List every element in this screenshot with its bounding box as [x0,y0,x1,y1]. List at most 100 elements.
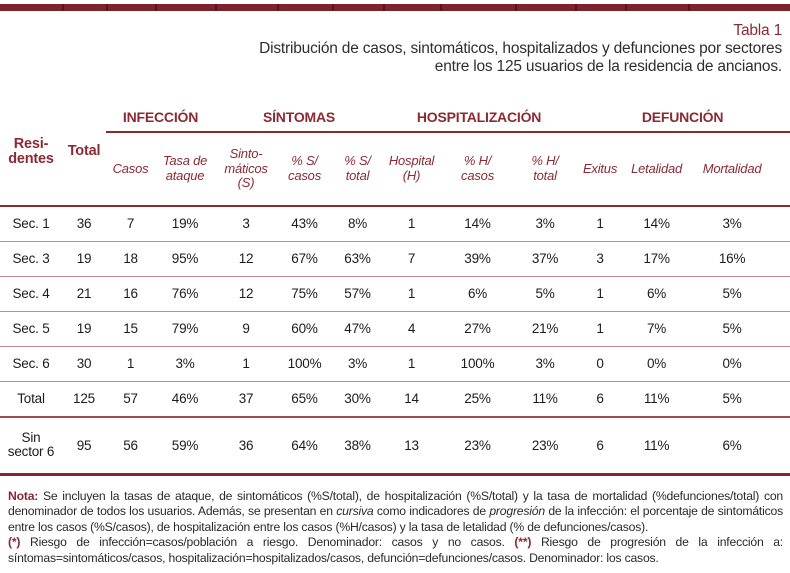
data-cell: 38% [344,437,371,453]
note-text: progresión [489,504,545,519]
data-cell: 21 [76,286,92,302]
data-cell: 1 [126,356,135,372]
column-tick [215,4,217,11]
col-header-pct-h-casos: % H/ casos [440,131,516,207]
data-cell: 5% [722,391,742,407]
data-cell: 125 [73,391,95,407]
group-header-hospitalizacion: HOSPITALIZACIÓN [383,98,576,133]
column-tick [155,4,157,11]
col-header-letalidad: Letalidad [625,131,689,207]
note-text: como indicadores de [373,504,490,519]
column-tick [440,4,442,11]
data-cell: 95% [171,251,199,267]
document-page: Tabla 1 Distribución de casos, sintomáti… [0,4,790,566]
data-cell: 11% [532,391,558,407]
data-cell: 1 [407,216,416,232]
table-row: Sec. 3 19 18 95% 12 67% 63% 7 39% 37% 3 17% 16% [0,241,790,276]
row-label: Sec. 1 [12,215,50,231]
note-p1: Nota: Se incluyen la tasas de ataque, de… [8,489,783,536]
data-cell: 9 [242,321,250,337]
data-cell: 36 [238,437,254,453]
data-cell: 37% [531,251,559,267]
data-cell: 3 [596,251,604,267]
data-cell: 47% [344,321,371,337]
row-label: Sin sector 6 [7,429,55,460]
table-label: Tabla 1 [733,22,782,39]
data-cell: 8% [347,216,368,232]
data-cell: 5% [722,286,742,302]
sub-header-row: Casos Tasa de ataque Sinto- máticos (S) … [0,131,790,207]
page-title: Distribución de casos, sintomáticos, hos… [259,40,782,75]
data-cell: 5% [722,321,742,337]
column-tick [383,4,385,11]
row-label: Total [17,390,45,406]
group-header-infeccion: INFECCIÓN [106,98,216,133]
row-label: Sec. 6 [12,355,50,371]
column-tick [515,4,517,11]
data-cell: 12 [238,286,254,302]
data-cell: 63% [344,251,371,267]
data-cell: 57 [123,391,138,407]
data-cell: 1 [596,216,604,232]
data-cell: 23% [464,437,491,453]
note-text: de la infección: el porcentaje de sintom… [8,504,783,534]
data-cell: 14% [464,216,491,232]
data-cell: 6 [596,437,604,453]
data-cell: 75% [291,286,318,302]
data-cell: 7% [646,321,667,337]
column-tick [625,4,627,11]
data-cell: 43% [291,216,318,232]
data-cell: 59% [171,437,199,453]
data-cell: 19 [76,251,92,267]
data-cell: 3% [175,356,195,372]
data-cell: 4 [407,321,416,337]
data-cell: 3 [242,216,250,232]
data-cell: 56 [123,437,138,453]
table-row: Sec. 6 30 1 3% 1 100% 3% 1 100% 3% 0 0% 0% [0,346,790,381]
data-cell: 7 [126,216,135,232]
data-cell: 25% [464,391,491,407]
data-cell: 6% [722,437,742,453]
group-header-row: Resi- dentes Total INFECCIÓN SÍNTOMAS HO… [0,98,790,207]
data-cell: 3% [722,216,742,232]
col-header-tasa-de-ataque: Tasa de ataque [155,131,216,207]
col-header-pct-s-total: % S/ total [332,131,384,207]
col-header-pct-h-total: % H/ total [515,131,576,207]
table-row: Sec. 1 36 7 19% 3 43% 8% 1 14% 3% 1 14% 3% [0,206,790,242]
column-tick [106,4,108,11]
data-cell: 11% [643,391,670,407]
column-tick [277,4,279,11]
column-tick [688,4,690,11]
data-cell: 14 [404,391,419,407]
col-header-total: Total [62,98,106,207]
col-header-sintomaticos: Sinto- máticos (S) [215,131,278,207]
data-cell: 76% [171,286,199,302]
table-row: Sec. 4 21 16 76% 12 75% 57% 1 6% 5% 1 6% 5% [0,276,790,311]
note-p2: (*) Riesgo de infección=casos/población … [8,535,783,566]
data-cell: 21% [531,321,559,337]
group-header-defuncion: DEFUNCIÓN [575,98,790,133]
data-cell: 100% [460,356,495,372]
table-row: Total 125 57 46% 37 65% 30% 14 25% 11% 6 11% 5% [0,381,790,417]
data-cell: 16 [123,286,138,302]
data-cell: 1 [242,356,250,372]
data-cell: 19 [76,321,92,337]
row-label: Sec. 3 [12,250,50,266]
data-cell: 23% [531,437,559,453]
data-cell: 5% [535,286,555,302]
note-marker: (**) [514,535,532,550]
column-tick [332,4,334,11]
table-row: Sec. 5 19 15 79% 9 60% 47% 4 27% 21% 1 7% 5% [0,311,790,346]
data-cell: 7 [407,251,416,267]
table-notes: Nota: Se incluyen la tasas de ataque, de… [0,489,790,567]
data-cell: 60% [291,321,318,337]
data-cell: 0% [646,356,667,372]
table-top-border [0,4,790,11]
data-cell: 6% [646,286,667,302]
table-row: Sin sector 6 95 56 59% 36 64% 38% 13 23% 23% 6 11% 6… [0,416,790,475]
data-cell: 17% [643,251,670,267]
data-cell: 0 [596,356,604,372]
group-header-sintomas: SÍNTOMAS [215,98,384,133]
col-header-mortalidad: Mortalidad [688,131,790,207]
data-cell: 1 [596,321,604,337]
